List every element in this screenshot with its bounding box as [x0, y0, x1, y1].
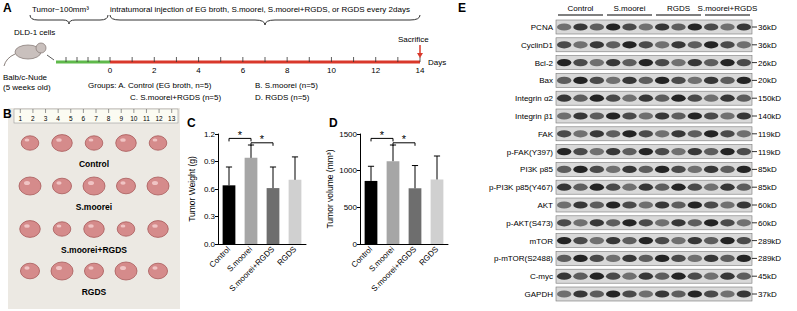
svg-text:B. S.moorei (n=5): B. S.moorei (n=5) [255, 81, 318, 90]
svg-text:p-PI3K p85(Y467): p-PI3K p85(Y467) [489, 183, 553, 192]
svg-text:*: * [402, 133, 407, 145]
svg-text:4: 4 [56, 115, 60, 122]
svg-text:S.moorei: S.moorei [613, 4, 645, 13]
svg-text:*: * [260, 133, 265, 145]
svg-text:14: 14 [416, 66, 425, 75]
svg-text:2: 2 [152, 66, 157, 75]
svg-text:Balb/c-Nude: Balb/c-Nude [3, 73, 48, 82]
svg-text:S.moorei+RGDS: S.moorei+RGDS [698, 4, 758, 13]
svg-text:7: 7 [94, 115, 98, 122]
svg-text:RGDS: RGDS [82, 287, 107, 297]
svg-text:289kD: 289kD [758, 254, 781, 263]
svg-text:GAPDH: GAPDH [525, 290, 554, 299]
svg-text:Sacrifice: Sacrifice [398, 35, 429, 44]
svg-text:36kD: 36kD [758, 41, 777, 50]
svg-text:Days: Days [428, 58, 446, 67]
svg-text:Control: Control [207, 244, 233, 270]
svg-text:DLD-1 cells: DLD-1 cells [14, 28, 55, 37]
svg-text:Integrin β1: Integrin β1 [515, 112, 554, 121]
svg-text:1.2: 1.2 [204, 130, 216, 139]
svg-text:10: 10 [327, 66, 336, 75]
svg-text:Tumor~100mm³: Tumor~100mm³ [32, 5, 89, 14]
svg-text:119kD: 119kD [758, 130, 781, 139]
svg-text:6: 6 [241, 66, 246, 75]
svg-text:10: 10 [130, 115, 138, 122]
svg-text:p-AKT(S473): p-AKT(S473) [506, 219, 553, 228]
svg-text:1500: 1500 [339, 130, 357, 139]
svg-text:Control: Control [79, 159, 109, 169]
svg-text:FAK: FAK [538, 130, 554, 139]
svg-text:1000: 1000 [339, 166, 357, 175]
svg-text:PI3K p85: PI3K p85 [520, 165, 553, 174]
svg-text:AKT: AKT [537, 201, 553, 210]
svg-text:A: A [3, 1, 12, 15]
svg-text:6: 6 [82, 115, 86, 122]
svg-text:S.moorei+RGDS: S.moorei+RGDS [228, 245, 277, 294]
svg-text:85kD: 85kD [758, 183, 777, 192]
svg-text:140kD: 140kD [758, 112, 781, 121]
svg-text:RGDS: RGDS [667, 4, 690, 13]
svg-text:20kD: 20kD [758, 76, 777, 85]
svg-text:0.0: 0.0 [204, 240, 216, 249]
svg-text:Tumor Weight (g): Tumor Weight (g) [187, 156, 197, 222]
svg-text:Tumor volume (mm³): Tumor volume (mm³) [325, 149, 335, 228]
svg-text:C: C [187, 116, 196, 130]
svg-text:p-FAK(Y397): p-FAK(Y397) [507, 148, 554, 157]
svg-text:36kD: 36kD [758, 23, 777, 32]
svg-text:(5 weeks old): (5 weeks old) [3, 83, 51, 92]
svg-text:C-myc: C-myc [530, 272, 553, 281]
svg-text:0.6: 0.6 [204, 185, 216, 194]
svg-text:*: * [380, 129, 385, 141]
svg-text:C. S.moorei+RGDS (n=5): C. S.moorei+RGDS (n=5) [130, 93, 221, 102]
svg-text:8: 8 [285, 66, 290, 75]
svg-text:Groups: A. Control (EG broth,: Groups: A. Control (EG broth, n=5) [88, 81, 212, 90]
svg-text:12: 12 [155, 115, 163, 122]
svg-text:289kD: 289kD [758, 237, 781, 246]
svg-text:500: 500 [344, 203, 358, 212]
svg-text:45kD: 45kD [758, 272, 777, 281]
svg-text:Integrin α2: Integrin α2 [515, 94, 554, 103]
svg-text:D. RGDS (n=5): D. RGDS (n=5) [255, 93, 310, 102]
svg-text:Control: Control [349, 244, 375, 270]
svg-text:Bcl-2: Bcl-2 [535, 59, 554, 68]
svg-text:60kD: 60kD [758, 219, 777, 228]
svg-text:PCNA: PCNA [531, 23, 554, 32]
svg-text:60kD: 60kD [758, 201, 777, 210]
svg-text:p-mTOR(S2488): p-mTOR(S2488) [494, 254, 553, 263]
svg-text:4: 4 [196, 66, 201, 75]
svg-text:D: D [329, 116, 338, 130]
svg-text:11: 11 [143, 115, 150, 122]
svg-text:0: 0 [108, 66, 113, 75]
svg-text:RGDS: RGDS [417, 245, 440, 268]
svg-text:3: 3 [44, 115, 48, 122]
svg-text:119kD: 119kD [758, 148, 781, 157]
svg-text:9: 9 [119, 115, 123, 122]
svg-text:12: 12 [371, 66, 380, 75]
svg-text:0.9: 0.9 [204, 157, 216, 166]
svg-text:37kD: 37kD [758, 290, 777, 299]
svg-text:S.moorei+RGDS: S.moorei+RGDS [370, 245, 419, 294]
svg-text:S.moorei: S.moorei [76, 202, 112, 212]
svg-text:B: B [3, 107, 12, 121]
svg-text:RGDS: RGDS [275, 245, 298, 268]
svg-text:Bax: Bax [539, 76, 553, 85]
svg-text:S.moorei+RGDS: S.moorei+RGDS [61, 245, 127, 255]
svg-text:85kD: 85kD [758, 165, 777, 174]
svg-text:8: 8 [107, 115, 111, 122]
svg-text:*: * [238, 129, 243, 141]
svg-text:E: E [458, 1, 466, 15]
svg-text:26kD: 26kD [758, 59, 777, 68]
svg-text:intratumoral injection of EG b: intratumoral injection of EG broth, S.mo… [110, 5, 410, 14]
svg-text:1: 1 [18, 115, 22, 122]
svg-text:150kD: 150kD [758, 94, 781, 103]
svg-text:mTOR: mTOR [530, 237, 554, 246]
svg-text:0.3: 0.3 [204, 212, 216, 221]
svg-text:13: 13 [168, 115, 176, 122]
svg-text:Control: Control [568, 4, 594, 13]
svg-text:2: 2 [31, 115, 35, 122]
svg-text:5: 5 [69, 115, 73, 122]
svg-text:0: 0 [353, 240, 358, 249]
svg-text:CyclinD1: CyclinD1 [521, 41, 554, 50]
